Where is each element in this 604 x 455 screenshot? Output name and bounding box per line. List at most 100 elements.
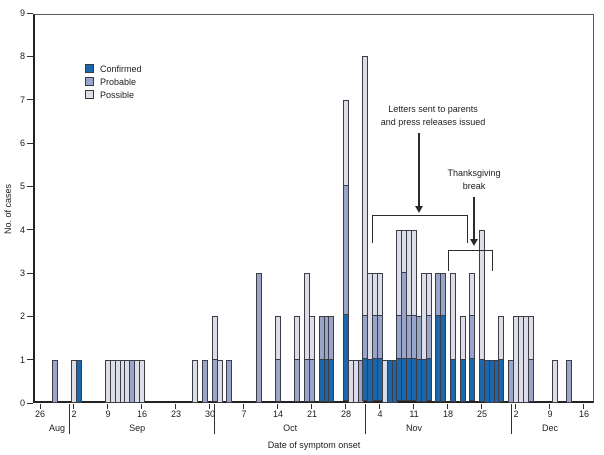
stacked-bar <box>226 359 233 403</box>
stacked-bar <box>566 359 573 403</box>
x-tick-mark <box>175 404 177 409</box>
x-tick-label: 7 <box>241 409 247 419</box>
y-tick-label: 9 <box>19 8 25 18</box>
x-tick-mark <box>73 404 75 409</box>
y-tick-mark <box>27 12 33 14</box>
month-separator <box>510 404 512 434</box>
x-tick-label: 16 <box>578 409 589 419</box>
bar-segment-probable <box>328 316 335 360</box>
legend-row-possible: Possible <box>85 88 142 101</box>
legend-label-possible: Possible <box>100 89 135 100</box>
x-tick-mark <box>583 404 585 409</box>
y-tick-mark <box>27 55 33 57</box>
x-tick-mark <box>481 404 483 409</box>
bar-segment-probable <box>527 358 534 402</box>
stacked-bar <box>425 273 432 403</box>
bar-segment-possible <box>449 273 456 360</box>
bar-segment-probable <box>51 359 58 403</box>
x-tick-label: 30 <box>204 409 215 419</box>
stacked-bar <box>202 359 209 403</box>
month-separator <box>68 404 70 434</box>
annotation-arrowhead-letters <box>415 206 423 213</box>
bar-segment-probable <box>342 185 349 316</box>
bar-segment-confirmed <box>498 358 505 402</box>
bar-segment-possible <box>469 273 476 317</box>
x-axis-title: Date of symptom onset <box>267 440 361 450</box>
bar-segment-probable <box>202 359 209 403</box>
x-tick-label: 26 <box>34 409 45 419</box>
bar-segment-confirmed <box>328 358 335 402</box>
bar-segment-confirmed <box>342 314 349 401</box>
y-tick-label: 6 <box>19 138 25 148</box>
stacked-bar <box>342 99 349 403</box>
plot-area <box>33 14 594 403</box>
bar-segment-possible <box>192 359 199 403</box>
bar-segment-probable <box>255 273 262 403</box>
annotation-text-thanksgiving: Thanksgiving break <box>447 168 501 191</box>
x-tick-label: 9 <box>547 409 553 419</box>
bar-segment-possible <box>459 316 466 360</box>
y-tick-label: 8 <box>19 51 25 62</box>
x-tick-mark <box>209 404 211 409</box>
x-tick-label: 25 <box>476 409 487 419</box>
stacked-bar <box>308 316 315 403</box>
stacked-bar <box>138 359 145 403</box>
bar-segment-probable <box>376 315 383 359</box>
x-tick-mark <box>413 404 415 409</box>
stacked-bar <box>469 273 476 403</box>
stacked-bar <box>440 273 447 403</box>
bar-segment-probable <box>294 358 301 402</box>
y-tick-mark <box>27 359 33 361</box>
month-label: Nov <box>405 423 422 433</box>
bar-segment-possible <box>211 316 218 360</box>
bar-segment-probable <box>469 315 476 359</box>
stacked-bar <box>498 316 505 403</box>
annotation-arrow-line-thanksgiving <box>473 197 475 240</box>
x-tick-label: 21 <box>306 409 317 419</box>
x-tick-mark <box>447 404 449 409</box>
x-tick-label: 4 <box>377 409 383 419</box>
bar-segment-confirmed <box>459 358 466 402</box>
x-tick-label: 23 <box>170 409 181 419</box>
stacked-bar <box>255 273 262 403</box>
legend-swatch-probable <box>85 77 94 86</box>
x-tick-mark <box>345 404 347 409</box>
legend-label-probable: Probable <box>100 76 137 87</box>
y-tick-mark <box>27 315 33 317</box>
x-tick-label: 14 <box>272 409 283 419</box>
stacked-bar <box>192 359 199 403</box>
y-tick-mark <box>27 402 33 404</box>
legend-row-confirmed: Confirmed <box>85 62 142 75</box>
annotation-bracket-letters <box>372 215 468 243</box>
legend-row-probable: Probable <box>85 75 142 88</box>
month-label: Dec <box>541 423 558 433</box>
stacked-bar <box>328 316 335 403</box>
annotation-arrow-line-letters <box>418 133 420 207</box>
bar-segment-possible <box>527 316 534 360</box>
y-tick-label: 1 <box>19 354 25 365</box>
y-tick-label: 3 <box>19 268 25 278</box>
stacked-bar <box>216 359 223 403</box>
x-tick-label: 2 <box>513 409 519 419</box>
x-tick-label: 28 <box>340 409 351 419</box>
legend-swatch-confirmed <box>85 64 94 73</box>
y-tick-label: 0 <box>19 398 25 408</box>
y-tick-label: 5 <box>19 181 25 192</box>
bar-segment-possible <box>274 316 281 360</box>
x-tick-label: 2 <box>71 409 77 419</box>
stacked-bar <box>274 316 281 403</box>
stacked-bar <box>551 359 558 403</box>
stacked-bar <box>459 316 466 403</box>
bar-segment-probable <box>425 315 432 359</box>
bar-segment-probable <box>308 358 315 402</box>
bar-segment-possible <box>308 316 315 360</box>
bar-segment-confirmed <box>469 357 476 401</box>
month-label: Oct <box>283 423 298 433</box>
month-separator <box>214 404 216 434</box>
month-label: Sep <box>129 423 146 433</box>
bar-segment-confirmed <box>440 315 447 402</box>
x-tick-label: 18 <box>442 409 453 419</box>
x-tick-mark <box>311 404 313 409</box>
x-tick-mark <box>243 404 245 409</box>
